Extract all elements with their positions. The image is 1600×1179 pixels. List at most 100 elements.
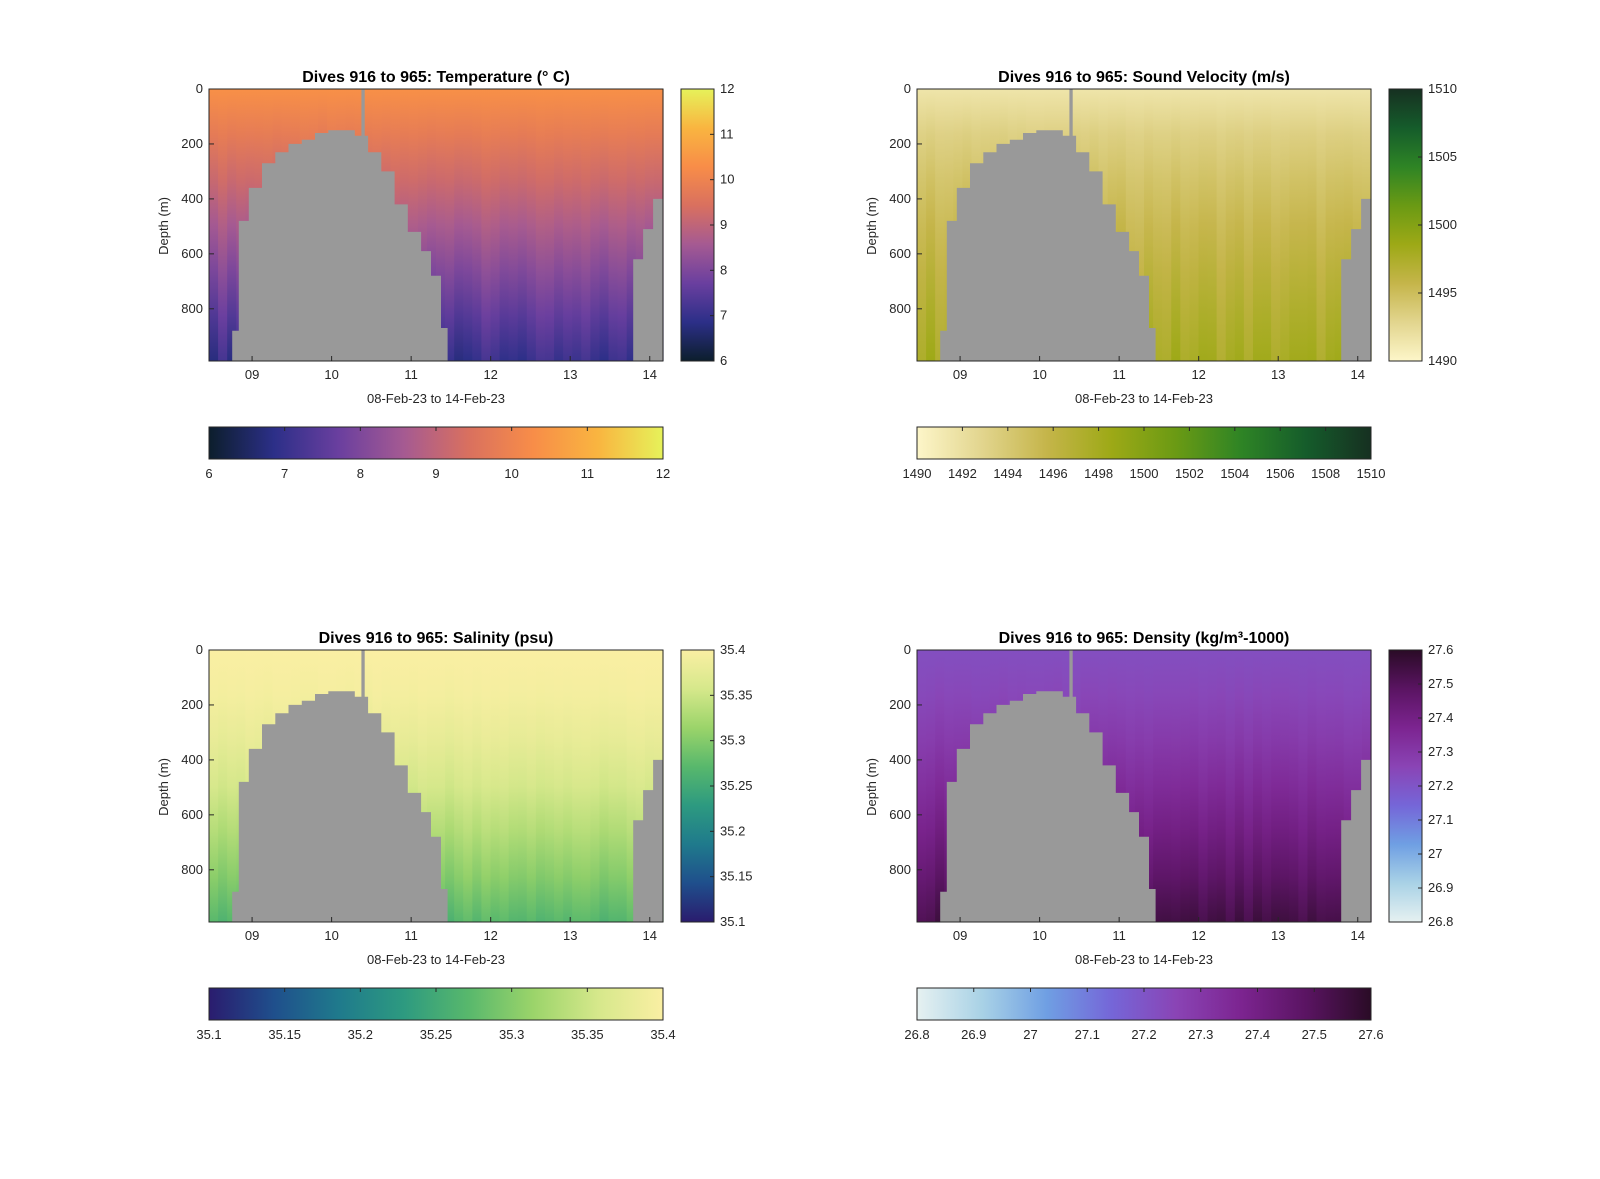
colorbar-tick-label: 1510 [1428,81,1457,96]
colorbar-tick-label: 35.15 [268,1027,301,1042]
y-axis-label: Depth (m) [864,197,879,255]
heatmap-column [227,89,237,361]
colorbar-gradient [680,649,715,923]
heatmap-column [417,89,428,361]
heatmap-column [1134,89,1145,361]
heatmap-column [608,89,619,361]
x-tick-label: 11 [1112,928,1126,943]
vertical-colorbar: 1490 1495 1500 1505 1510 [1388,81,1457,368]
colorbar-tick-label: 1506 [1266,466,1295,481]
heatmap-column [1316,89,1327,361]
heatmap-column [1207,89,1218,361]
colorbar-tick-label: 1496 [1039,466,1068,481]
heatmap-column [608,650,619,922]
heatmap-area [209,650,664,922]
y-tick-label: 800 [889,301,911,316]
heatmap-area [209,89,664,361]
heatmap-column [581,89,591,361]
y-tick-label: 200 [889,697,911,712]
x-tick-label: 12 [483,367,497,382]
heatmap-column [1262,89,1272,361]
chart-title: Dives 916 to 965: Sound Velocity (m/s) [998,69,1290,86]
heatmap-column [426,650,437,922]
heatmap-column [599,89,610,361]
heatmap-column [1134,650,1145,922]
chart-title: Dives 916 to 965: Salinity (psu) [319,630,554,647]
colorbar-tick-label: 1490 [1428,353,1457,368]
heatmap-column [1316,650,1327,922]
heatmap-column [408,89,419,361]
x-axis-label: 08-Feb-23 to 14-Feb-23 [1075,391,1213,406]
heatmap-column [590,650,601,922]
heatmap-column [526,89,537,361]
colorbar-gradient [208,426,664,460]
colorbar-tick-label: 26.8 [1428,914,1453,929]
heatmap-column [1162,650,1172,922]
heatmap-column [1325,89,1336,361]
heatmap-column [463,89,473,361]
colorbar-tick-label: 27.1 [1428,812,1453,827]
y-tick-label: 0 [904,642,911,657]
colorbar-tick-label: 35.35 [571,1027,604,1042]
x-tick-label: 14 [1351,367,1365,382]
x-tick-label: 13 [1271,928,1285,943]
heatmap-column [635,89,646,361]
heatmap-column [617,650,628,922]
heatmap-column [499,89,510,361]
heatmap-column [626,89,637,361]
plot-axes: 0 200 400 600 800 09 10 11 12 13 14 [181,81,664,382]
y-tick-label: 200 [889,136,911,151]
heatmap-column [1289,89,1299,361]
plot-frame [916,649,1372,923]
heatmap-column [1334,650,1345,922]
x-tick-label: 09 [953,367,967,382]
heatmap-column [1153,650,1163,922]
data-gap-column [1069,89,1073,361]
colorbar-tick-label: 26.9 [961,1027,986,1042]
heatmap-column [227,650,237,922]
colorbar-tick-label: 9 [432,466,439,481]
plot-frame [208,649,664,923]
heatmap-area [917,89,1372,361]
panel-temperature: Dives 916 to 965: Temperature (° C) Dept… [156,69,734,481]
data-gap-column [1069,650,1073,922]
heatmap-column [572,650,582,922]
colorbar-tick-label: 1494 [993,466,1022,481]
heatmap-column [535,89,546,361]
heatmap-column [563,89,573,361]
heatmap-column [644,650,655,922]
colorbar-gradient [208,987,664,1021]
colorbar-tick-label: 1504 [1220,466,1249,481]
colorbar-tick-label: 27.2 [1131,1027,1156,1042]
colorbar-tick-label: 9 [720,217,727,232]
data-gap-column [361,650,365,922]
colorbar-tick-label: 1500 [1130,466,1159,481]
y-tick-label: 200 [181,136,203,151]
heatmap-column [1280,89,1290,361]
heatmap-column [490,89,501,361]
heatmap-column [1234,650,1245,922]
colorbar-tick-label: 35.3 [499,1027,524,1042]
colorbar-tick-label: 35.35 [720,687,753,702]
colorbar-tick-label: 27.5 [1428,676,1453,691]
heatmap-column [1298,650,1309,922]
heatmap-column [1198,650,1209,922]
data-gap-column [361,89,365,361]
horizontal-colorbar: 1490 1492 1494 1496 1498 1500 1502 1504 1506 1508… [903,426,1385,481]
heatmap-column [526,650,537,922]
plot-frame [208,88,664,362]
x-tick-label: 14 [1351,928,1365,943]
y-tick-label: 200 [181,697,203,712]
heatmap-column [218,89,228,361]
heatmap-area [917,650,1372,922]
colorbar-tick-label: 1498 [1084,466,1113,481]
heatmap-column [554,89,564,361]
colorbar-tick-label: 10 [504,466,518,481]
x-tick-label: 12 [1191,928,1205,943]
colorbar-tick-label: 27.3 [1428,744,1453,759]
panel-density: Dives 916 to 965: Density (kg/m³-1000) D… [864,630,1453,1042]
x-tick-label: 13 [1271,367,1285,382]
heatmap-column [535,650,546,922]
y-tick-label: 600 [181,807,203,822]
